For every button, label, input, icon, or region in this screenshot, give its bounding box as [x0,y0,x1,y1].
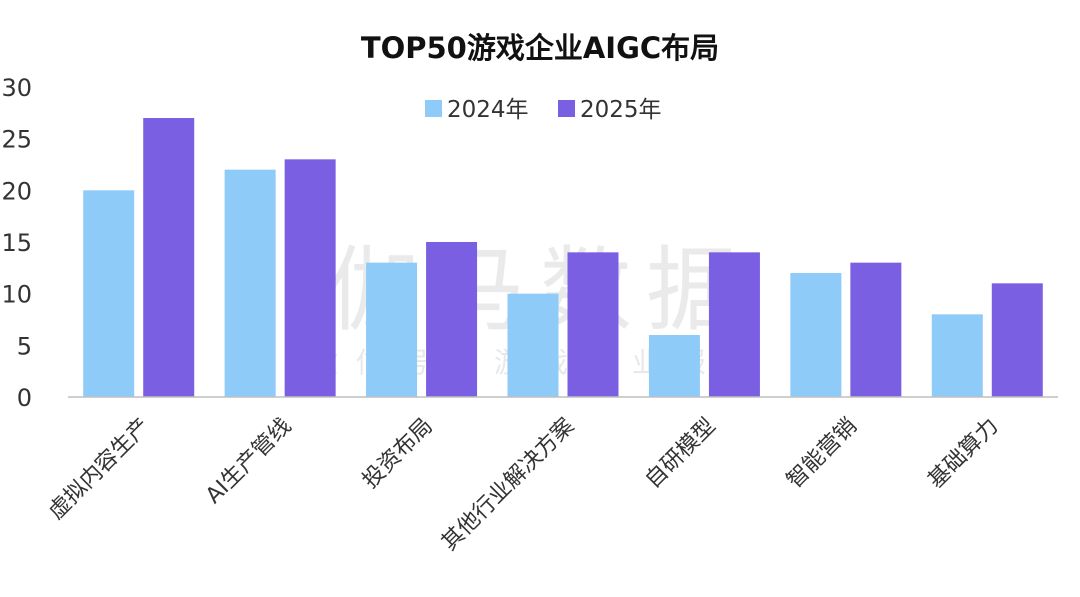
bar-series2-6 [991,283,1043,397]
y-axis: 0 5 10 15 20 25 30 [1,74,32,412]
bar-series2-3 [567,252,619,397]
legend: 2024年 2025年 [425,97,662,123]
y-tick-label: 30 [1,74,32,102]
x-category-label: 智能营销 [782,414,862,494]
x-category-label: 投资布局 [358,414,438,494]
y-tick-label: 5 [17,332,32,360]
bar-series1-4 [648,335,700,397]
bar-series2-0 [143,118,195,397]
bar-series1-3 [507,293,559,397]
x-category-label: AI生产管线 [201,414,296,509]
x-category-label: 自研模型 [641,414,721,494]
bar-series1-1 [224,169,276,397]
bar-series1-5 [790,273,842,397]
x-axis-labels: 虚拟内容生产 AI生产管线 投资布局 其他行业解决方案 自研模型 智能营销 基础算力 [44,414,1004,556]
legend-label: 2025年 [580,97,662,123]
y-tick-label: 15 [1,229,32,257]
bar-series2-2 [426,242,478,397]
bar-series1-6 [931,314,983,397]
bar-series1-0 [83,190,135,397]
bar-series1-2 [366,262,418,397]
y-tick-label: 10 [1,281,32,309]
legend-label: 2024年 [447,97,529,123]
legend-swatch [425,100,442,117]
bar-series2-5 [850,262,902,397]
bars-group [83,118,1043,397]
legend-swatch [558,100,575,117]
x-category-label: 虚拟内容生产 [44,414,155,525]
x-category-label: 其他行业解决方案 [437,414,579,556]
x-category-label: 基础算力 [924,414,1004,494]
bar-series2-4 [708,252,760,397]
y-tick-label: 25 [1,126,32,154]
chart-title: TOP50游戏企业AIGC布局 [361,31,719,65]
bar-series2-1 [284,159,336,397]
y-tick-label: 20 [1,177,32,205]
y-tick-label: 0 [17,384,32,412]
